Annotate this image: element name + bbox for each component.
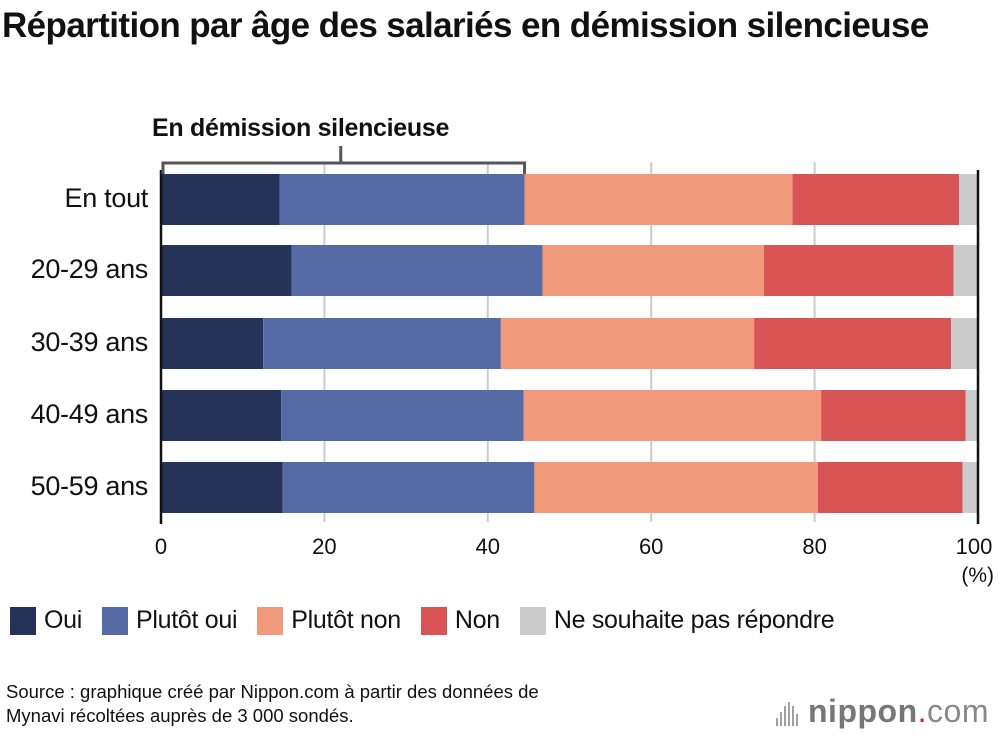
legend-swatch	[420, 606, 447, 635]
x-tick-label: 80	[802, 534, 827, 559]
bar-segment-non-2	[754, 318, 952, 369]
bar-segment-ne-souhaite-pas-r-pondre-0	[959, 174, 978, 225]
x-tick-label: 100	[955, 534, 993, 559]
logo-text: nippon.com	[808, 693, 989, 729]
category-label: En tout	[64, 183, 149, 213]
category-label: 30-39 ans	[30, 327, 149, 357]
legend-label: Plutôt non	[291, 606, 401, 634]
legend-item: Non	[420, 606, 500, 635]
bar-segment-non-1	[763, 245, 954, 296]
bar-segment-plut-t-non-2	[500, 318, 755, 369]
legend-item: Oui	[10, 606, 82, 635]
x-tick-label: 40	[475, 534, 501, 559]
legend-label: Oui	[44, 606, 83, 634]
legend-label: Plutôt oui	[136, 606, 238, 634]
legend-label: Ne souhaite pas répondre	[553, 606, 835, 634]
x-axis-unit-label: (%)	[961, 564, 994, 587]
bar-segment-ne-souhaite-pas-r-pondre-3	[965, 390, 978, 441]
legend-item: Ne souhaite pas répondre	[519, 606, 835, 635]
bar-segment-non-0	[792, 174, 960, 225]
source-line-1: Source : graphique créé par Nippon.com à…	[6, 681, 539, 702]
bar-segment-oui-2	[161, 318, 264, 369]
bar-segment-plut-t-non-4	[534, 462, 818, 513]
legend-swatch	[102, 606, 129, 635]
bracket-annotation-label: En démission silencieuse	[152, 114, 450, 142]
x-tick-label: 60	[638, 534, 664, 559]
bar-segment-plut-t-oui-2	[263, 318, 501, 369]
bar-segment-oui-0	[161, 174, 280, 225]
x-tick-label: 20	[312, 534, 337, 559]
bar-segment-non-3	[821, 390, 966, 441]
bar-segment-plut-t-oui-3	[281, 390, 524, 441]
source-note: Source : graphique créé par Nippon.com à…	[6, 680, 539, 728]
bar-segment-plut-t-non-1	[542, 245, 764, 296]
nippon-logo: nippon.com	[776, 693, 989, 729]
legend-item: Plutôt non	[257, 606, 401, 635]
bar-segment-ne-souhaite-pas-r-pondre-2	[951, 318, 978, 369]
bar-segment-oui-1	[161, 245, 292, 296]
category-label: 40-49 ans	[30, 399, 149, 429]
legend: Oui Plutôt oui Plutôt non Non Ne souhaite pa…	[10, 606, 854, 635]
category-label: 20-29 ans	[30, 254, 149, 284]
legend-swatch	[519, 606, 546, 635]
bar-segment-ne-souhaite-pas-r-pondre-1	[953, 245, 978, 296]
bracket-annotation	[161, 161, 527, 174]
x-tick-label: 0	[154, 534, 168, 559]
legend-swatch	[257, 606, 284, 635]
bar-segment-plut-t-non-3	[523, 390, 822, 441]
bar-segment-plut-t-oui-0	[279, 174, 525, 225]
bar-segment-plut-t-non-0	[524, 174, 793, 225]
bar-segment-plut-t-oui-4	[282, 462, 535, 513]
legend-swatch	[10, 606, 36, 635]
bar-segment-oui-3	[161, 390, 282, 441]
bar-segment-non-4	[817, 462, 963, 513]
legend-label: Non	[454, 606, 500, 634]
category-label: 50-59 ans	[30, 471, 149, 501]
source-line-2: Mynavi récoltées auprès de 3 000 sondés.	[6, 705, 354, 726]
legend-item: Plutôt oui	[102, 606, 238, 635]
bar-segment-ne-souhaite-pas-r-pondre-4	[962, 462, 978, 513]
bar-segment-oui-4	[161, 462, 283, 513]
chart-title: Répartition par âge des salariés en démi…	[2, 6, 929, 45]
logo-bars-icon	[776, 700, 800, 726]
bar-segment-plut-t-oui-1	[291, 245, 543, 296]
